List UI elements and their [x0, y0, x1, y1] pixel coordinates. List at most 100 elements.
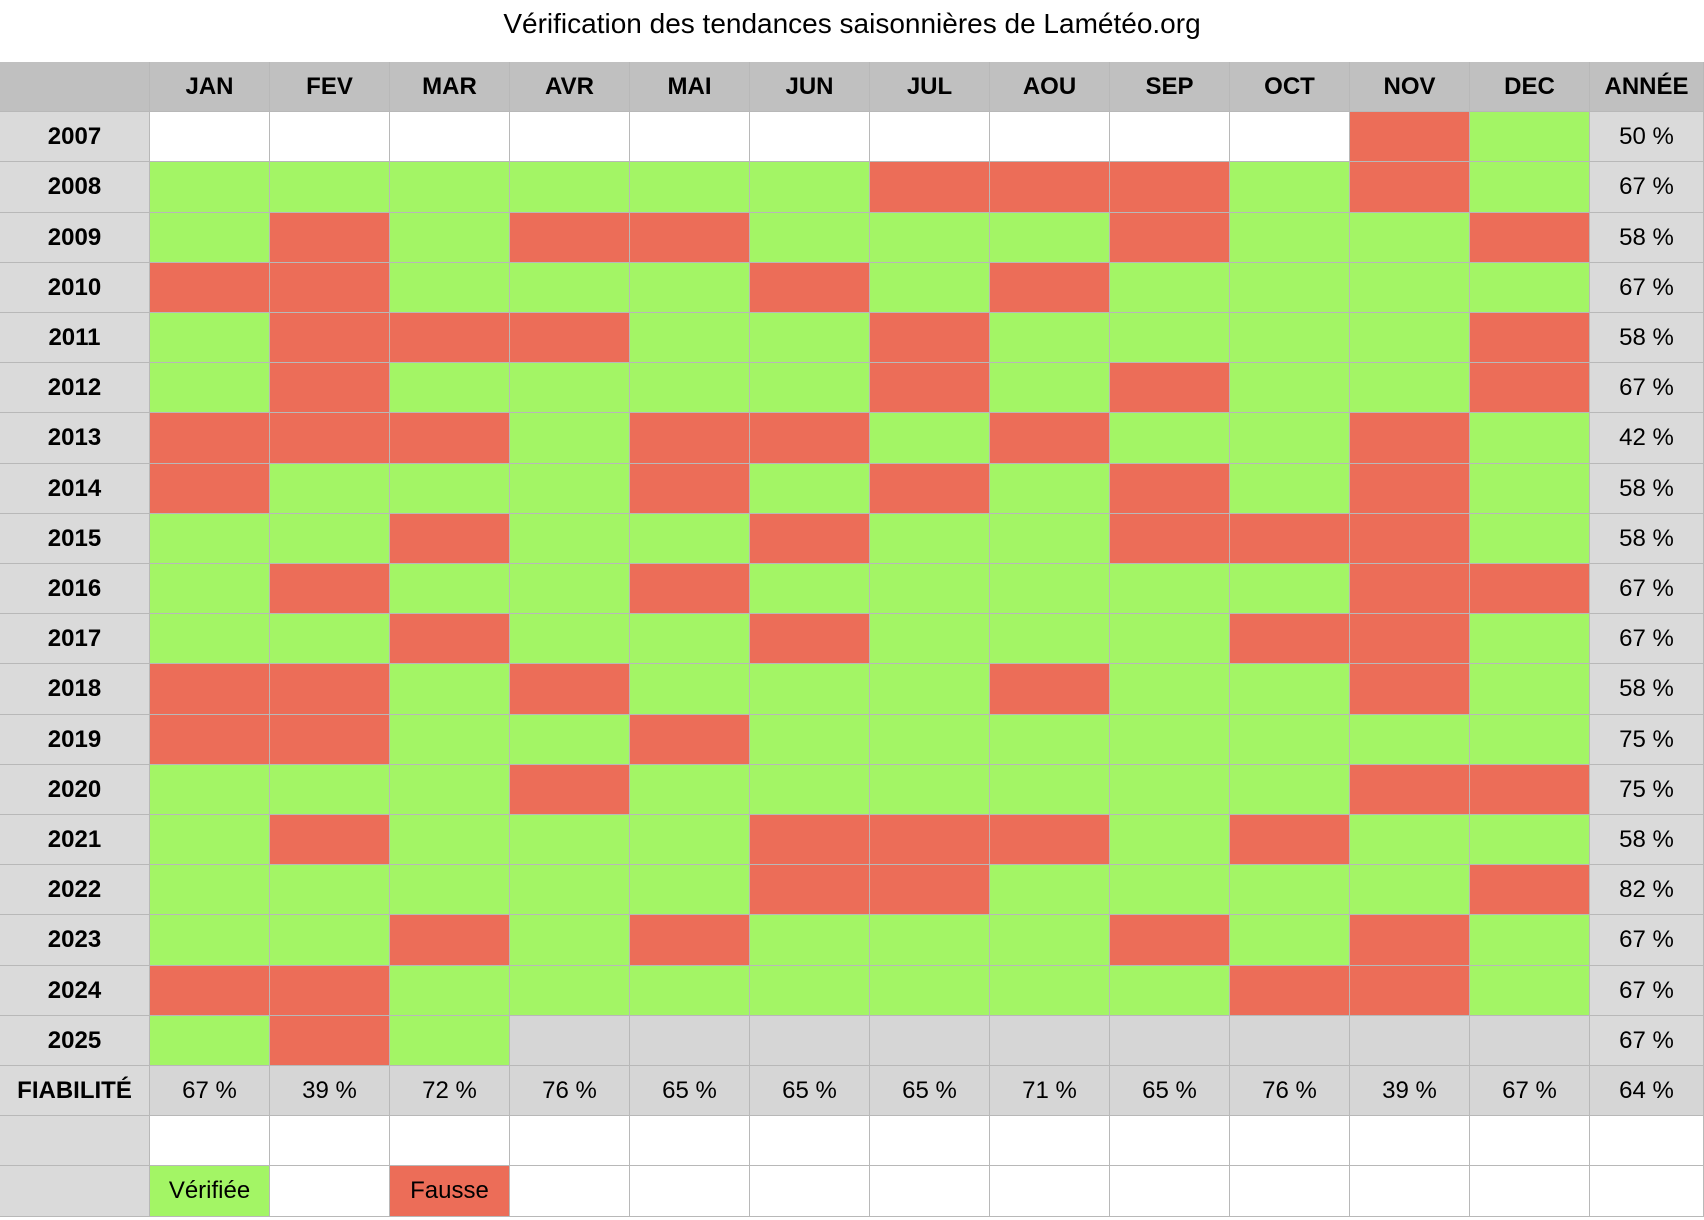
fiabilite-value-cell: 71 %: [990, 1066, 1110, 1116]
month-cell-verified: [510, 263, 630, 313]
month-cell-verified: [510, 865, 630, 915]
month-cell-false: [990, 263, 1110, 313]
month-cell-verified: [870, 915, 990, 966]
month-cell-false: [1350, 162, 1470, 213]
row-header-year: 2007: [0, 112, 150, 162]
empty-cell: [1350, 1116, 1470, 1166]
month-cell-false: [1230, 614, 1350, 664]
month-cell-verified: [630, 966, 750, 1016]
month-cell-false: [1350, 112, 1470, 162]
row-header-year: 2020: [0, 765, 150, 815]
year-reliability-cell: 58 %: [1590, 213, 1704, 263]
month-cell-verified: [630, 363, 750, 413]
month-cell-false: [870, 464, 990, 514]
month-cell-verified: [750, 715, 870, 765]
month-cell-verified: [750, 313, 870, 363]
month-cell-empty: [390, 112, 510, 162]
row-header-year: 2022: [0, 865, 150, 915]
month-cell-false: [1110, 514, 1230, 564]
empty-cell: [870, 1166, 990, 1217]
month-cell-verified: [630, 865, 750, 915]
fiabilite-value-cell: 65 %: [870, 1066, 990, 1116]
month-cell-verified: [1470, 112, 1590, 162]
month-cell-verified: [990, 715, 1110, 765]
month-cell-false: [1350, 966, 1470, 1016]
row-header-year: 2015: [0, 514, 150, 564]
month-cell-verified: [390, 966, 510, 1016]
month-cell-false: [630, 715, 750, 765]
month-cell-pending: [990, 1016, 1110, 1066]
month-cell-false: [150, 464, 270, 514]
month-cell-false: [510, 664, 630, 715]
month-cell-verified: [870, 715, 990, 765]
fiabilite-label: FIABILITÉ: [0, 1066, 150, 1116]
row-header-year: 2017: [0, 614, 150, 664]
year-reliability-cell: 82 %: [1590, 865, 1704, 915]
month-cell-verified: [390, 263, 510, 313]
month-cell-verified: [870, 413, 990, 464]
month-cell-verified: [990, 514, 1110, 564]
month-cell-false: [1110, 213, 1230, 263]
month-cell-verified: [150, 1016, 270, 1066]
month-cell-verified: [1230, 664, 1350, 715]
month-cell-verified: [990, 765, 1110, 815]
year-reliability-cell: 67 %: [1590, 614, 1704, 664]
row-header-year: 2024: [0, 966, 150, 1016]
year-reliability-cell: 58 %: [1590, 514, 1704, 564]
month-cell-verified: [1230, 464, 1350, 514]
empty-cell: [1350, 1166, 1470, 1217]
month-cell-verified: [510, 514, 630, 564]
month-cell-verified: [1350, 815, 1470, 865]
year-reliability-cell: 58 %: [1590, 464, 1704, 514]
month-cell-verified: [1110, 664, 1230, 715]
month-cell-false: [390, 514, 510, 564]
month-cell-false: [1350, 614, 1470, 664]
month-cell-false: [1470, 213, 1590, 263]
month-cell-verified: [1350, 363, 1470, 413]
month-cell-verified: [870, 614, 990, 664]
fiabilite-value-cell: 65 %: [630, 1066, 750, 1116]
fiabilite-value-cell: 76 %: [510, 1066, 630, 1116]
month-cell-false: [1230, 815, 1350, 865]
month-cell-verified: [1470, 715, 1590, 765]
month-cell-empty: [750, 112, 870, 162]
row-header-year: 2023: [0, 915, 150, 966]
year-reliability-cell: 67 %: [1590, 915, 1704, 966]
row-header-year: 2008: [0, 162, 150, 213]
fiabilite-value-cell: 67 %: [1470, 1066, 1590, 1116]
fiabilite-value-cell: 64 %: [1590, 1066, 1704, 1116]
month-cell-verified: [630, 765, 750, 815]
month-cell-false: [270, 564, 390, 614]
month-cell-false: [270, 263, 390, 313]
month-cell-verified: [990, 564, 1110, 614]
column-header-fev: FEV: [270, 62, 390, 112]
empty-cell: [270, 1166, 390, 1217]
month-cell-verified: [630, 162, 750, 213]
column-header-oct: OCT: [1230, 62, 1350, 112]
month-cell-verified: [630, 313, 750, 363]
month-cell-verified: [1350, 313, 1470, 363]
empty-cell: [270, 1116, 390, 1166]
month-cell-false: [1110, 162, 1230, 213]
month-cell-verified: [390, 865, 510, 915]
month-cell-verified: [1230, 162, 1350, 213]
year-reliability-cell: 67 %: [1590, 564, 1704, 614]
month-cell-verified: [750, 162, 870, 213]
month-cell-verified: [1350, 715, 1470, 765]
year-reliability-cell: 42 %: [1590, 413, 1704, 464]
fiabilite-value-cell: 65 %: [1110, 1066, 1230, 1116]
month-cell-false: [270, 664, 390, 715]
month-cell-false: [750, 815, 870, 865]
row-header-year: 2012: [0, 363, 150, 413]
month-cell-verified: [390, 765, 510, 815]
month-cell-empty: [630, 112, 750, 162]
month-cell-verified: [1230, 363, 1350, 413]
fiabilite-value-cell: 67 %: [150, 1066, 270, 1116]
column-header-nov: NOV: [1350, 62, 1470, 112]
month-cell-empty: [1110, 112, 1230, 162]
month-cell-pending: [750, 1016, 870, 1066]
fiabilite-value-cell: 39 %: [270, 1066, 390, 1116]
month-cell-empty: [990, 112, 1110, 162]
month-cell-verified: [510, 363, 630, 413]
month-cell-pending: [1350, 1016, 1470, 1066]
